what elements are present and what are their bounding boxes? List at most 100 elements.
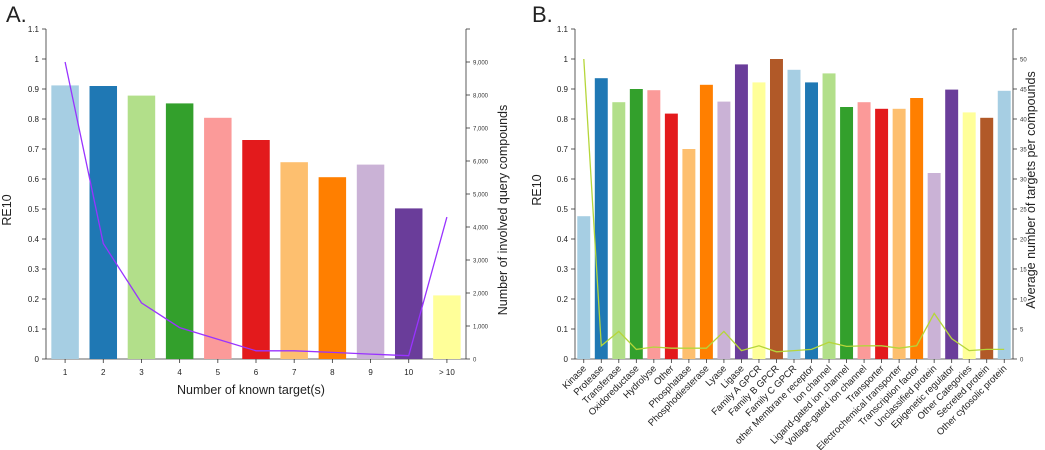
chart-b-bar [997, 90, 1011, 360]
chart-a-category-label: 10 [404, 368, 413, 377]
chart-a-y2tick-label: 4,000 [473, 226, 489, 232]
chart-b-line-series [583, 58, 1005, 353]
chart-b-bar [699, 84, 713, 360]
chart-b-bar [822, 73, 836, 360]
chart-b-bar [787, 69, 801, 360]
chart-a-bar [280, 162, 308, 359]
panel-a: A. RE10 Number of involved query compoun… [0, 2, 510, 397]
chart-b-bar [840, 107, 854, 359]
chart-b-bar [594, 78, 608, 359]
chart-b-bar [629, 89, 643, 359]
y-axis-title-a: RE10 [0, 194, 14, 225]
chart-b-bar [945, 89, 959, 359]
chart-b-y2tick-label: 10 [1020, 298, 1027, 304]
chart-a-svg: A. RE10 Number of involved query compoun… [0, 2, 510, 397]
chart-a-ytick-label: 0.5 [28, 205, 40, 214]
chart-a-ytick-label: 0.9 [28, 85, 40, 94]
chart-a-category-label: 9 [368, 368, 373, 377]
chart-b-svg: B. RE10 Average number of targets per co… [530, 2, 1038, 450]
chart-b-bar [664, 113, 678, 359]
chart-a-category-label: 1 [63, 368, 68, 377]
chart-b-ytick-label: 0.7 [557, 145, 569, 154]
chart-a-bar [51, 85, 79, 360]
chart-b-y2tick-label: 20 [1020, 238, 1027, 244]
chart-a-bar [318, 177, 347, 359]
panel-b: B. RE10 Average number of targets per co… [523, 0, 1045, 450]
chart-b-bar [647, 90, 661, 359]
chart-a-bar [204, 117, 232, 359]
chart-a-category-label: 2 [101, 368, 106, 377]
chart-b-bar [980, 117, 994, 359]
chart-b-bar [910, 98, 924, 359]
chart-a-ytick-label: 1.1 [28, 25, 40, 34]
chart-b-ytick-label: 0.2 [557, 295, 569, 304]
chart-a-ytick-label: 0 [35, 355, 40, 364]
chart-a-bar [127, 95, 156, 359]
chart-b-bar [927, 173, 941, 359]
chart-a-y2tick-label: 5,000 [473, 193, 489, 199]
chart-a-ytick-label: 0.6 [28, 175, 40, 184]
chart-a-y2tick-label: 8,000 [473, 94, 489, 100]
chart-b-bar [682, 149, 696, 359]
chart-a-ytick-label: 0.3 [28, 265, 40, 274]
chart-b-bar [612, 102, 626, 359]
chart-b-bar [875, 108, 889, 359]
chart-a-ytick-label: 0.4 [28, 235, 40, 244]
chart-b-ytick-label: 0.6 [557, 175, 569, 184]
chart-b-bar [892, 108, 906, 359]
chart-a-category-label: 7 [292, 368, 297, 377]
chart-b-bar [962, 112, 976, 360]
chart-a-ytick-label: 0.2 [28, 295, 40, 304]
chart-a-category-label: 8 [330, 368, 335, 377]
chart-b-ytick-label: 0.1 [557, 325, 569, 334]
chart-b-ytick-label: 1 [564, 55, 569, 64]
chart-a-bar [433, 295, 461, 359]
x-axis-title-a: Number of known target(s) [177, 383, 325, 397]
chart-b-bar [577, 216, 591, 359]
chart-a-y2tick-label: 7,000 [473, 127, 489, 133]
chart-a-y2tick-label: 0 [473, 358, 477, 364]
chart-a-category-label: > 10 [439, 368, 455, 377]
chart-a-category-label: 3 [139, 368, 144, 377]
chart-b-ytick-label: 0.3 [557, 265, 569, 274]
chart-a-ytick-label: 0.8 [28, 115, 40, 124]
chart-b-bar [805, 82, 819, 360]
chart-a-bar [165, 103, 194, 360]
chart-a-bar [394, 208, 423, 359]
chart-a-y2tick-label: 9,000 [473, 61, 489, 67]
panel-label-a: A. [6, 2, 27, 27]
chart-b-bar [752, 82, 766, 360]
chart-b-ytick-label: 0.8 [557, 115, 569, 124]
chart-a-category-label: 4 [177, 368, 182, 377]
chart-b-bar [734, 64, 748, 360]
chart-b-ytick-label: 0.4 [557, 235, 569, 244]
chart-b-ytick-label: 1.1 [557, 25, 569, 34]
chart-b-y2tick-label: 50 [1020, 58, 1027, 64]
chart-b-ytick-label: 0.9 [557, 85, 569, 94]
chart-b-bar [717, 101, 731, 359]
chart-a-bar [89, 86, 118, 359]
chart-b-y2tick-label: 0 [1020, 358, 1024, 364]
chart-a-ytick-label: 0.1 [28, 325, 40, 334]
chart-a-ytick-label: 1 [35, 55, 40, 64]
chart-b-y2tick-label: 5 [1020, 328, 1024, 334]
chart-b-bar [769, 59, 783, 359]
chart-b-y2tick-label: 25 [1020, 208, 1027, 214]
chart-a-line-series [64, 61, 448, 357]
panel-label-b: B. [532, 2, 553, 27]
chart-b-bar [857, 102, 871, 359]
chart-a-y2tick-label: 2,000 [473, 292, 489, 298]
chart-b-y2tick-label: 45 [1020, 88, 1027, 94]
chart-a-category-label: 5 [216, 368, 221, 377]
chart-b-y2tick-label: 30 [1020, 178, 1027, 184]
chart-b-y2tick-label: 35 [1020, 148, 1027, 154]
chart-a-bar [356, 164, 385, 359]
y2-axis-title-a: Number of involved query compounds [496, 105, 510, 316]
chart-b-ytick-label: 0.5 [557, 205, 569, 214]
chart-b-y2tick-label: 15 [1020, 268, 1027, 274]
chart-a-y2tick-label: 6,000 [473, 160, 489, 166]
chart-a-category-label: 6 [254, 368, 259, 377]
chart-b-ytick-label: 0 [564, 355, 569, 364]
chart-a-y2tick-label: 3,000 [473, 259, 489, 265]
y-axis-title-b: RE10 [530, 174, 544, 205]
